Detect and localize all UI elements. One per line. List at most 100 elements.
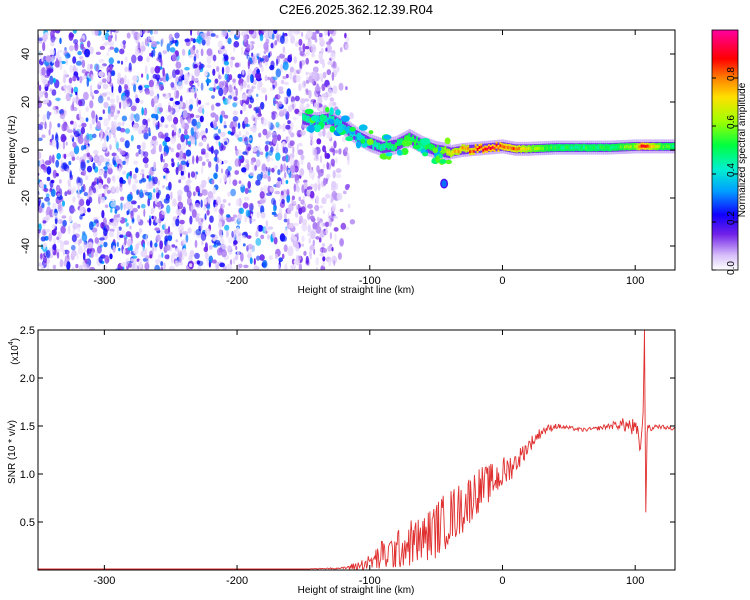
- x-tick-label: 100: [626, 575, 644, 587]
- signal-peak: [472, 149, 476, 153]
- noise-speckle: [66, 260, 71, 270]
- noise-speckle: [140, 149, 144, 158]
- noise-speckle: [287, 207, 292, 215]
- noise-speckle: [175, 56, 179, 66]
- noise-speckle: [283, 163, 286, 172]
- noise-speckle: [169, 47, 176, 53]
- noise-speckle: [213, 82, 216, 88]
- noise-speckle: [117, 148, 122, 152]
- noise-speckle: [142, 257, 148, 262]
- signal-peak: [431, 145, 434, 149]
- noise-speckle: [233, 41, 240, 48]
- noise-speckle: [91, 181, 97, 186]
- noise-speckle: [319, 58, 325, 65]
- noise-speckle: [249, 215, 252, 225]
- noise-speckle: [189, 46, 196, 55]
- noise-speckle: [288, 30, 293, 37]
- noise-speckle: [73, 86, 79, 94]
- noise-speckle: [151, 246, 155, 253]
- signal-peak: [486, 147, 489, 151]
- noise-speckle: [77, 50, 82, 56]
- noise-speckle: [186, 190, 192, 199]
- signal-peak: [597, 146, 600, 150]
- noise-speckle: [154, 264, 161, 270]
- noise-speckle: [86, 132, 90, 141]
- noise-speckle: [314, 85, 321, 92]
- noise-speckle: [314, 204, 320, 212]
- noise-speckle: [316, 221, 320, 227]
- noise-speckle: [86, 159, 90, 164]
- noise-speckle: [331, 247, 334, 252]
- noise-speckle: [335, 157, 338, 164]
- noise-speckle: [221, 168, 223, 174]
- noise-speckle: [53, 243, 57, 251]
- noise-speckle: [248, 104, 252, 109]
- noise-speckle: [295, 75, 301, 83]
- noise-speckle: [293, 183, 296, 192]
- noise-speckle: [38, 99, 42, 109]
- noise-speckle: [195, 229, 202, 236]
- signal-peak: [525, 147, 529, 151]
- noise-speckle: [98, 116, 103, 121]
- noise-speckle: [318, 237, 322, 243]
- noise-speckle: [98, 256, 103, 264]
- noise-speckle: [132, 173, 137, 180]
- noise-speckle: [72, 222, 79, 230]
- noise-speckle: [144, 262, 150, 270]
- noise-speckle: [182, 50, 186, 56]
- signal-peak: [355, 136, 358, 140]
- noise-speckle: [49, 179, 54, 188]
- noise-speckle: [347, 203, 351, 209]
- noise-speckle: [219, 178, 222, 184]
- spectrogram-signal-layer: [302, 106, 675, 189]
- noise-speckle: [38, 37, 44, 41]
- noise-speckle: [229, 259, 233, 266]
- noise-speckle: [71, 266, 75, 270]
- noise-speckle: [130, 212, 134, 220]
- noise-speckle: [266, 234, 271, 240]
- noise-speckle: [248, 30, 254, 35]
- noise-speckle: [301, 31, 304, 38]
- noise-speckle: [83, 191, 88, 197]
- signal-peak: [550, 146, 553, 150]
- noise-speckle: [196, 54, 200, 59]
- noise-speckle: [318, 52, 324, 61]
- noise-speckle: [160, 153, 164, 163]
- noise-speckle: [321, 83, 326, 92]
- noise-speckle: [111, 185, 116, 193]
- noise-speckle: [290, 96, 295, 103]
- noise-speckle: [111, 70, 116, 77]
- noise-speckle: [72, 30, 77, 34]
- signal-peak: [505, 145, 508, 149]
- noise-speckle: [332, 85, 338, 94]
- noise-speckle: [116, 94, 120, 104]
- noise-speckle: [49, 142, 53, 146]
- signal-peak: [306, 117, 309, 121]
- noise-speckle: [332, 60, 336, 67]
- noise-speckle: [190, 88, 195, 93]
- noise-speckle: [176, 143, 182, 151]
- noise-speckle: [282, 76, 287, 80]
- noise-speckle: [211, 104, 215, 111]
- noise-speckle: [174, 100, 180, 105]
- noise-speckle: [122, 248, 126, 255]
- noise-speckle: [293, 56, 297, 64]
- noise-speckle: [142, 157, 149, 164]
- noise-speckle: [129, 113, 135, 123]
- noise-speckle: [171, 161, 175, 168]
- noise-speckle: [146, 241, 151, 246]
- noise-speckle: [330, 158, 335, 166]
- snr-series: [38, 330, 675, 570]
- noise-speckle: [234, 158, 240, 167]
- noise-speckle: [158, 122, 164, 128]
- noise-speckle: [122, 100, 127, 110]
- noise-speckle: [63, 259, 67, 267]
- noise-speckle: [216, 247, 223, 256]
- noise-speckle: [274, 39, 278, 46]
- noise-speckle: [119, 77, 125, 85]
- noise-speckle: [317, 96, 323, 105]
- noise-speckle: [125, 231, 132, 238]
- noise-speckle: [292, 146, 295, 155]
- noise-speckle: [265, 94, 268, 102]
- noise-speckle: [303, 179, 308, 184]
